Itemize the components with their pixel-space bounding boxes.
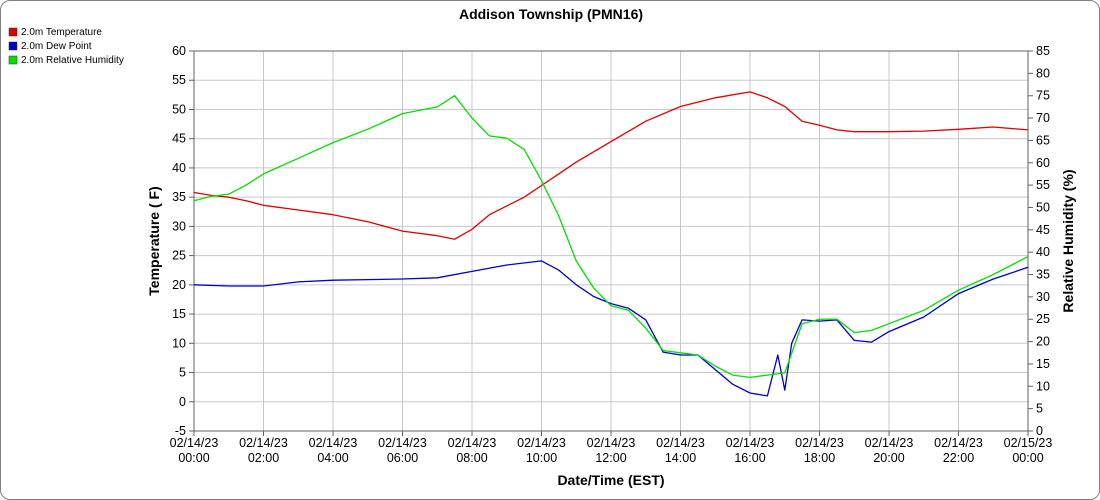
x-tick-time: 04:00 <box>317 451 348 465</box>
left-tick-label: 50 <box>172 102 186 116</box>
x-tick-date: 02/14/23 <box>517 436 566 450</box>
grid <box>193 50 1029 432</box>
right-tick-label: 0 <box>1036 424 1043 438</box>
right-tick-label: 85 <box>1036 44 1050 58</box>
right-tick-label: 25 <box>1036 312 1050 326</box>
right-tick-label: 70 <box>1036 111 1050 125</box>
x-tick-date: 02/14/23 <box>239 436 288 450</box>
left-tick-label: 15 <box>172 307 186 321</box>
x-tick-time: 16:00 <box>734 451 765 465</box>
x-tick-time: 14:00 <box>665 451 696 465</box>
x-tick-date: 02/14/23 <box>726 436 775 450</box>
left-tick-label: 25 <box>172 249 186 263</box>
x-tick-date: 02/14/23 <box>656 436 705 450</box>
right-tick-label: 55 <box>1036 178 1050 192</box>
left-tick-label: -5 <box>175 424 186 438</box>
right-tick-label: 75 <box>1036 89 1050 103</box>
left-tick-label: 10 <box>172 336 186 350</box>
left-axis-title: Temperature ( F) <box>146 186 162 295</box>
x-tick-date: 02/15/23 <box>1004 436 1053 450</box>
legend-label: 2.0m Temperature <box>21 27 102 38</box>
x-tick-time: 12:00 <box>595 451 626 465</box>
series-line-1 <box>193 91 1029 240</box>
legend-swatch <box>8 41 18 51</box>
x-tick-time: 00:00 <box>1012 451 1043 465</box>
x-tick-time: 22:00 <box>943 451 974 465</box>
x-tick-date: 02/14/23 <box>170 436 219 450</box>
series-layer <box>193 91 1029 397</box>
x-tick-date: 02/14/23 <box>934 436 983 450</box>
left-tick-label: 40 <box>172 161 186 175</box>
x-tick-date: 02/14/23 <box>587 436 636 450</box>
right-tick-label: 35 <box>1036 268 1050 282</box>
chart-title: Addison Township (PMN16) <box>459 6 643 22</box>
right-tick-label: 80 <box>1036 66 1050 80</box>
left-tick-label: 35 <box>172 190 186 204</box>
left-tick-label: 45 <box>172 132 186 146</box>
legend-swatch <box>8 27 18 37</box>
x-tick-time: 10:00 <box>526 451 557 465</box>
right-axis: 0 5 10 15 20 25 30 35 40 45 50 55 60 65 70 75 80 85 <box>1028 44 1050 438</box>
x-tick-time: 00:00 <box>178 451 209 465</box>
series-line-3 <box>193 95 1029 379</box>
right-axis-title: Relative Humidity (%) <box>1060 169 1076 312</box>
left-tick-label: 0 <box>179 395 186 409</box>
right-tick-label: 40 <box>1036 245 1050 259</box>
x-axis: 02/14/2300:0002/14/2302:0002/14/2304:000… <box>170 431 1053 465</box>
legend-label: 2.0m Dew Point <box>21 41 92 52</box>
right-tick-label: 65 <box>1036 133 1050 147</box>
left-tick-label: 60 <box>172 44 186 58</box>
left-tick-label: 20 <box>172 278 186 292</box>
x-tick-date: 02/14/23 <box>448 436 497 450</box>
x-tick-date: 02/14/23 <box>865 436 914 450</box>
x-tick-time: 20:00 <box>873 451 904 465</box>
right-tick-label: 15 <box>1036 357 1050 371</box>
right-tick-label: 30 <box>1036 290 1050 304</box>
left-axis: -5 0 5 10 15 20 25 30 35 40 45 50 55 60 <box>172 44 194 438</box>
left-tick-label: 55 <box>172 73 186 87</box>
legend-swatch <box>8 55 18 65</box>
x-tick-date: 02/14/23 <box>309 436 358 450</box>
legend: 2.0m Temperature 2.0m Dew Point 2.0m Relat… <box>8 27 124 66</box>
right-tick-label: 45 <box>1036 223 1050 237</box>
right-tick-label: 5 <box>1036 402 1043 416</box>
x-tick-time: 08:00 <box>456 451 487 465</box>
x-tick-time: 18:00 <box>804 451 835 465</box>
x-axis-title: Date/Time (EST) <box>557 472 664 488</box>
right-tick-label: 50 <box>1036 200 1050 214</box>
x-tick-time: 06:00 <box>387 451 418 465</box>
legend-label: 2.0m Relative Humidity <box>21 55 124 66</box>
right-tick-label: 10 <box>1036 379 1050 393</box>
left-tick-label: 30 <box>172 219 186 233</box>
series-line-2 <box>193 260 1029 397</box>
right-tick-label: 60 <box>1036 156 1050 170</box>
left-tick-label: 5 <box>179 366 186 380</box>
x-tick-time: 02:00 <box>248 451 279 465</box>
right-tick-label: 20 <box>1036 335 1050 349</box>
x-tick-date: 02/14/23 <box>795 436 844 450</box>
x-tick-date: 02/14/23 <box>378 436 427 450</box>
